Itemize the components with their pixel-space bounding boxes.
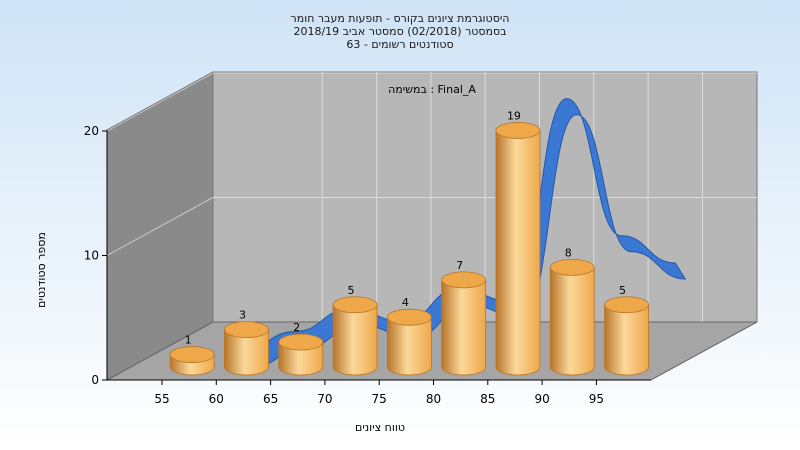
x-axis-title: טווח ציונים (355, 421, 405, 434)
bar-top (332, 296, 378, 314)
value-label-85-90: 19 (507, 109, 521, 122)
chart-title-line-1: היסטוגרמת ציונים בקורס - תופעות מעבר חומ… (291, 12, 510, 25)
value-label-65-70: 2 (293, 321, 300, 334)
bar-95-100 (604, 296, 649, 376)
bar-80-85 (441, 271, 487, 376)
bar-75-80 (386, 308, 432, 376)
x-tick-label-60: 60 (209, 392, 224, 406)
y-tick-label-20: 20 (84, 124, 99, 138)
x-tick-label-85: 85 (480, 392, 495, 406)
x-tick-label-90: 90 (534, 392, 549, 406)
bar-90-95 (549, 258, 595, 376)
bar-top (278, 333, 324, 351)
value-label-60-65: 3 (239, 309, 246, 322)
bar-55-60 (169, 346, 215, 376)
value-label-90-95: 8 (565, 246, 572, 259)
x-tick-label-75: 75 (372, 392, 387, 406)
bar-85-90 (495, 122, 541, 376)
grid-line-side (106, 197, 214, 256)
x-tick-label-80: 80 (426, 392, 441, 406)
y-tick-label-10: 10 (84, 249, 99, 263)
x-tick-label-70: 70 (317, 392, 332, 406)
bar-top (224, 321, 269, 339)
value-label-55-60: 1 (185, 334, 192, 347)
bar-top (169, 346, 215, 363)
bar-70-75 (332, 296, 378, 376)
chart-title-line-3: סטודנטים רשומים - 63 (346, 38, 453, 51)
task-label: במשימה : Final_A (388, 83, 476, 96)
x-tick-label-55: 55 (154, 392, 169, 406)
value-label-75-80: 4 (402, 296, 409, 309)
value-label-80-85: 7 (456, 259, 463, 272)
bar-60-65 (224, 321, 269, 376)
y-tick-label-0: 0 (91, 373, 99, 387)
value-label-70-75: 5 (348, 284, 355, 297)
bar-top (495, 122, 541, 139)
value-label-95-100: 5 (619, 284, 626, 297)
x-tick-label-65: 65 (263, 392, 278, 406)
x-tick-label-95: 95 (589, 392, 604, 406)
bar-top (386, 308, 432, 326)
value-labels: 1 3 2 5 4 7 19 8 5 (185, 109, 626, 346)
bar-65-70 (278, 333, 324, 376)
bar-top (549, 258, 595, 276)
bar-top (441, 271, 487, 289)
chart-title-line-2: בסמסטר (02/2018) סמסטר אביב 2018/19 (293, 25, 506, 38)
bar-top (604, 296, 649, 314)
bars-group (169, 122, 649, 376)
grid-line-side (106, 72, 214, 132)
y-axis-title: מספר סטודנטים (35, 232, 48, 308)
